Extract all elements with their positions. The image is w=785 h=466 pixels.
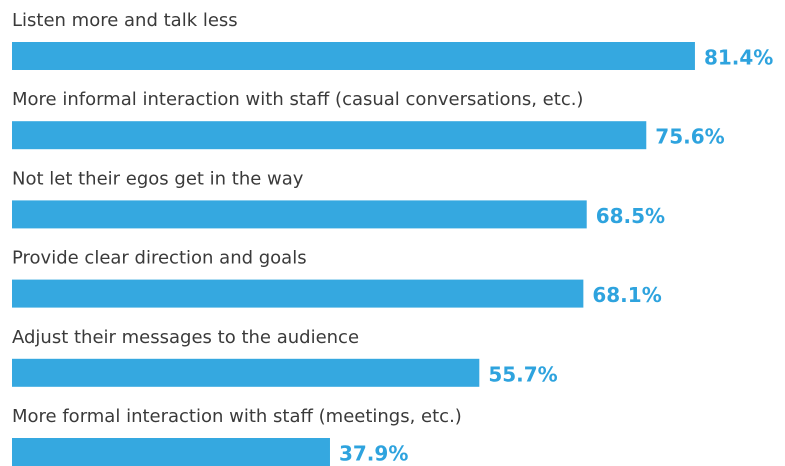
bar bbox=[12, 358, 480, 387]
value-label: 81.4% bbox=[704, 46, 773, 70]
category-label: Adjust their messages to the audience bbox=[12, 327, 359, 348]
category-label: More informal interaction with staff (ca… bbox=[12, 89, 583, 110]
value-label: 37.9% bbox=[339, 442, 408, 466]
category-label: Not let their egos get in the way bbox=[12, 168, 304, 189]
value-label: 55.7% bbox=[488, 362, 557, 386]
category-label: Listen more and talk less bbox=[12, 10, 238, 31]
value-label: 68.5% bbox=[596, 204, 665, 228]
bar bbox=[12, 279, 584, 308]
bar bbox=[12, 200, 587, 229]
category-label: More formal interaction with staff (meet… bbox=[12, 406, 462, 427]
bar bbox=[12, 438, 330, 466]
category-label: Provide clear direction and goals bbox=[12, 248, 307, 269]
value-label: 75.6% bbox=[655, 125, 724, 149]
bar bbox=[12, 121, 647, 150]
bar bbox=[12, 42, 695, 70]
value-label: 68.1% bbox=[592, 283, 661, 307]
